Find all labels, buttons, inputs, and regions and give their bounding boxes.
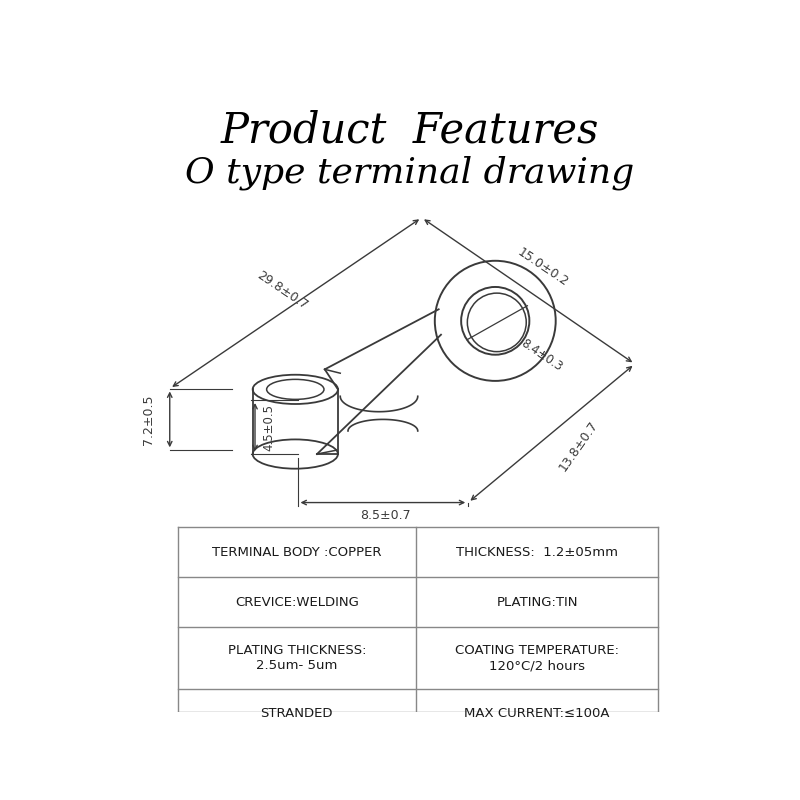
Text: O type terminal drawing: O type terminal drawing [186,156,634,190]
Text: CREVICE:WELDING: CREVICE:WELDING [235,596,358,609]
Text: 8.5±0.7: 8.5±0.7 [360,509,410,522]
Text: PLATING:TIN: PLATING:TIN [496,596,578,609]
Text: 4.5±0.5: 4.5±0.5 [262,403,275,450]
Text: 7.2±0.5: 7.2±0.5 [142,394,154,445]
Text: TERMINAL BODY :COPPER: TERMINAL BODY :COPPER [212,546,382,558]
Text: 29.8±0.7: 29.8±0.7 [254,268,310,312]
Text: MAX CURRENT:≤100A: MAX CURRENT:≤100A [464,707,610,721]
Text: 8.4±0.3: 8.4±0.3 [518,337,565,374]
Text: 15.0±0.2: 15.0±0.2 [515,246,571,289]
Text: 13.8±0.7: 13.8±0.7 [557,418,601,474]
Text: THICKNESS:  1.2±05mm: THICKNESS: 1.2±05mm [456,546,618,558]
Text: STRANDED: STRANDED [261,707,333,721]
Text: PLATING THICKNESS:
2.5um- 5um: PLATING THICKNESS: 2.5um- 5um [228,644,366,672]
Text: COATING TEMPERATURE:
120°C/2 hours: COATING TEMPERATURE: 120°C/2 hours [455,644,619,672]
Text: Product  Features: Product Features [221,110,599,152]
